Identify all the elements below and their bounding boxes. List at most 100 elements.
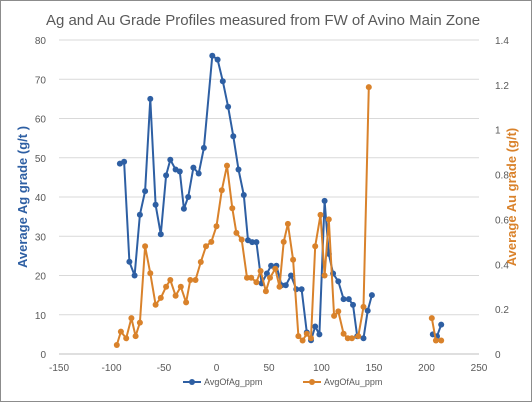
y2-tick-label: 1.4 [495,36,509,47]
au-data-point [331,312,338,319]
x-axis-ticks: -150 -100 -50 0 50 100 150 200 250 [49,363,488,374]
ag-data-point [209,52,216,59]
au-data-point [177,283,184,290]
y2-tick-label: 1.2 [495,81,509,92]
x-tick-label: -50 [157,363,172,374]
ag-data-point [163,172,170,179]
au-data-point [360,303,367,310]
y2-tick-label: 0 [495,350,501,361]
au-data-point [244,274,250,281]
au-data-point [325,216,332,223]
ag-data-point [152,201,159,208]
x-tick-label: -150 [49,363,69,374]
legend: AvgOfAg_ppm AvgOfAu_ppm [183,377,382,387]
y-tick-label: 70 [35,75,47,86]
ag-data-point [364,307,371,314]
au-data-point [218,187,225,194]
ag-data-point [190,164,197,171]
y2-tick-label: 0.6 [495,215,509,226]
au-data-point [192,277,199,283]
au-data-point [272,265,279,272]
au-data-point [340,330,347,337]
y-tick-label: 20 [35,272,47,283]
ag-data-point [176,168,183,175]
au-data-point [128,315,135,322]
y-tick-label: 80 [35,36,47,47]
au-data-point [303,330,310,337]
au-data-point [157,294,164,301]
au-data-point [295,333,302,340]
au-data-point [432,337,439,344]
ag-data-point [438,321,445,328]
au-data-point [229,205,236,212]
au-data-point [312,243,319,250]
au-data-point [117,328,124,335]
au-data-point [123,335,130,342]
y2-axis-ticks: 0 0.2 0.4 0.6 0.8 1 1.2 1.4 [495,36,509,361]
au-data-point [321,272,328,279]
y2-tick-label: 0.8 [495,171,509,182]
ag-data-point [121,158,128,165]
y-tick-label: 10 [35,311,47,322]
ag-data-point [157,231,164,238]
ag-data-point [360,335,367,342]
au-data-point [147,270,154,277]
ag-data-point [249,239,256,246]
ag-data-point [131,272,138,279]
au-data-point [163,283,170,290]
x-tick-label: 250 [471,363,488,374]
ag-data-point [316,331,323,338]
ag-data-point [142,188,149,195]
au-data-point [233,229,240,236]
ag-data-point [235,166,242,173]
au-data-point [224,162,230,169]
ag-data-point [180,205,187,212]
au-data-point [365,84,372,91]
au-data-point [197,259,204,265]
x-tick-label: 100 [313,363,330,374]
legend-ag-label: AvgOfAg_ppm [204,377,262,387]
ag-data-point [136,211,143,218]
ag-data-point [214,56,221,63]
au-data-point [344,335,351,342]
au-data-point [335,308,342,315]
au-data-point [428,315,435,322]
ag-data-point [253,239,260,246]
y-tick-label: 0 [40,350,46,361]
ag-data-point [321,197,328,204]
x-tick-label: 0 [214,363,220,374]
au-data-point [203,243,209,250]
au-data-point [299,337,306,344]
y-tick-label: 40 [35,193,47,204]
au-data-point [208,238,215,245]
au-data-point [113,342,120,348]
au-data-point [213,223,220,230]
ag-data-point [268,262,275,269]
ag-data-point [340,296,347,303]
au-data-point [276,283,283,290]
au-data-point [317,211,324,218]
au-data-point [262,288,269,295]
legend-ag-marker [189,379,195,385]
ag-data-point [225,103,232,110]
y-axis-ticks: 0 10 20 30 40 50 60 70 80 [35,36,47,361]
legend-au-label: AvgOfAu_ppm [324,377,382,387]
x-tick-label: 50 [263,363,275,374]
au-data-point [267,274,273,281]
au-data-point [172,292,179,299]
ag-series-line [119,54,373,342]
x-tick-label: 200 [418,363,435,374]
ag-data-point [368,292,375,299]
au-data-point [183,299,190,306]
ag-data-point [288,272,294,279]
chart-title: Ag and Au Grade Profiles measured from F… [46,12,480,29]
au-data-point [132,333,139,340]
ag-data-point [219,78,226,85]
y-tick-label: 50 [35,154,47,165]
au-data-point [355,333,362,340]
ag-data-point [230,133,237,140]
legend-au-marker [309,379,315,385]
ag-data-point [263,270,270,277]
ag-data-point [350,301,356,308]
